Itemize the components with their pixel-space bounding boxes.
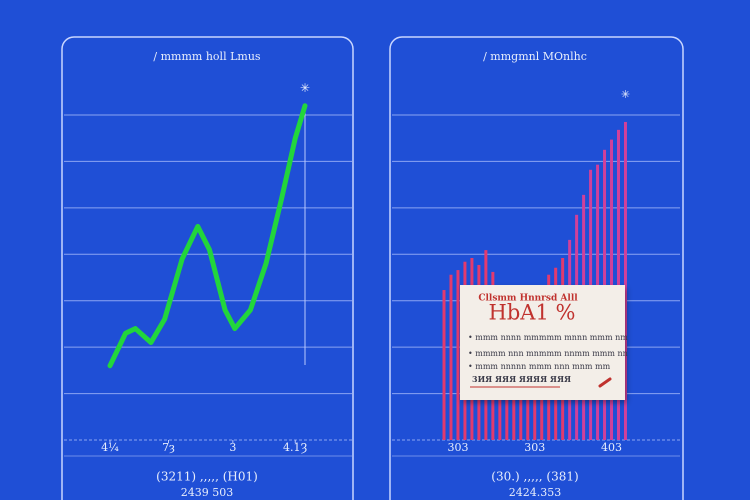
x-tick-label: 4.1Ȝ <box>283 441 307 454</box>
card-footnote: 3ИЯ ЯЯЯ ЯЯЯЯ ЯЯЯ <box>472 374 571 384</box>
card-value: HbA1 % <box>489 301 576 325</box>
data-line <box>107 103 308 369</box>
footer-label: (30.) ,,,,, (381) <box>491 470 578 484</box>
card-line: • mmm nnnn mmmmm mnnn mmm nm <box>468 333 628 342</box>
footer-label: (3211) ,,,,, (H01) <box>156 470 258 484</box>
x-tick-label: 4¼ <box>101 441 119 454</box>
annotation: ✳ <box>300 81 310 95</box>
x-tick-label: 7ȝ <box>162 441 175 454</box>
pen-icon <box>598 377 612 388</box>
card-background <box>460 285 625 400</box>
bar <box>456 270 460 440</box>
annotation: ✳ <box>621 88 630 101</box>
chart-title: / mmgmnl MOnlhc <box>483 50 587 63</box>
card-line: • mmm nnnnn mmm nnn mnm mm <box>468 362 611 371</box>
panel <box>389 36 684 500</box>
bar <box>442 290 446 440</box>
bar <box>449 274 453 440</box>
footer-label: 2439 503 <box>181 486 234 499</box>
card-heading: Cllsmm Hnnrsd Alll <box>478 294 578 304</box>
x-tick-label: 3 <box>229 441 236 454</box>
info-card: Cllsmm Hnnrsd Alll HbA1 % • mmm nnnn mmm… <box>460 285 628 400</box>
x-tick-label: 403 <box>601 441 622 454</box>
bar <box>623 121 627 440</box>
chart-title: / mmmm holl Lmus <box>153 50 260 63</box>
x-tick-label: 303 <box>447 441 468 454</box>
panel <box>61 36 354 500</box>
footer-label: 2424.353 <box>509 486 562 499</box>
card-line: • mmmm nnn mnmmm nnmm mmm nn <box>468 349 628 358</box>
bar <box>617 129 620 440</box>
x-tick-label: 303 <box>524 441 545 454</box>
